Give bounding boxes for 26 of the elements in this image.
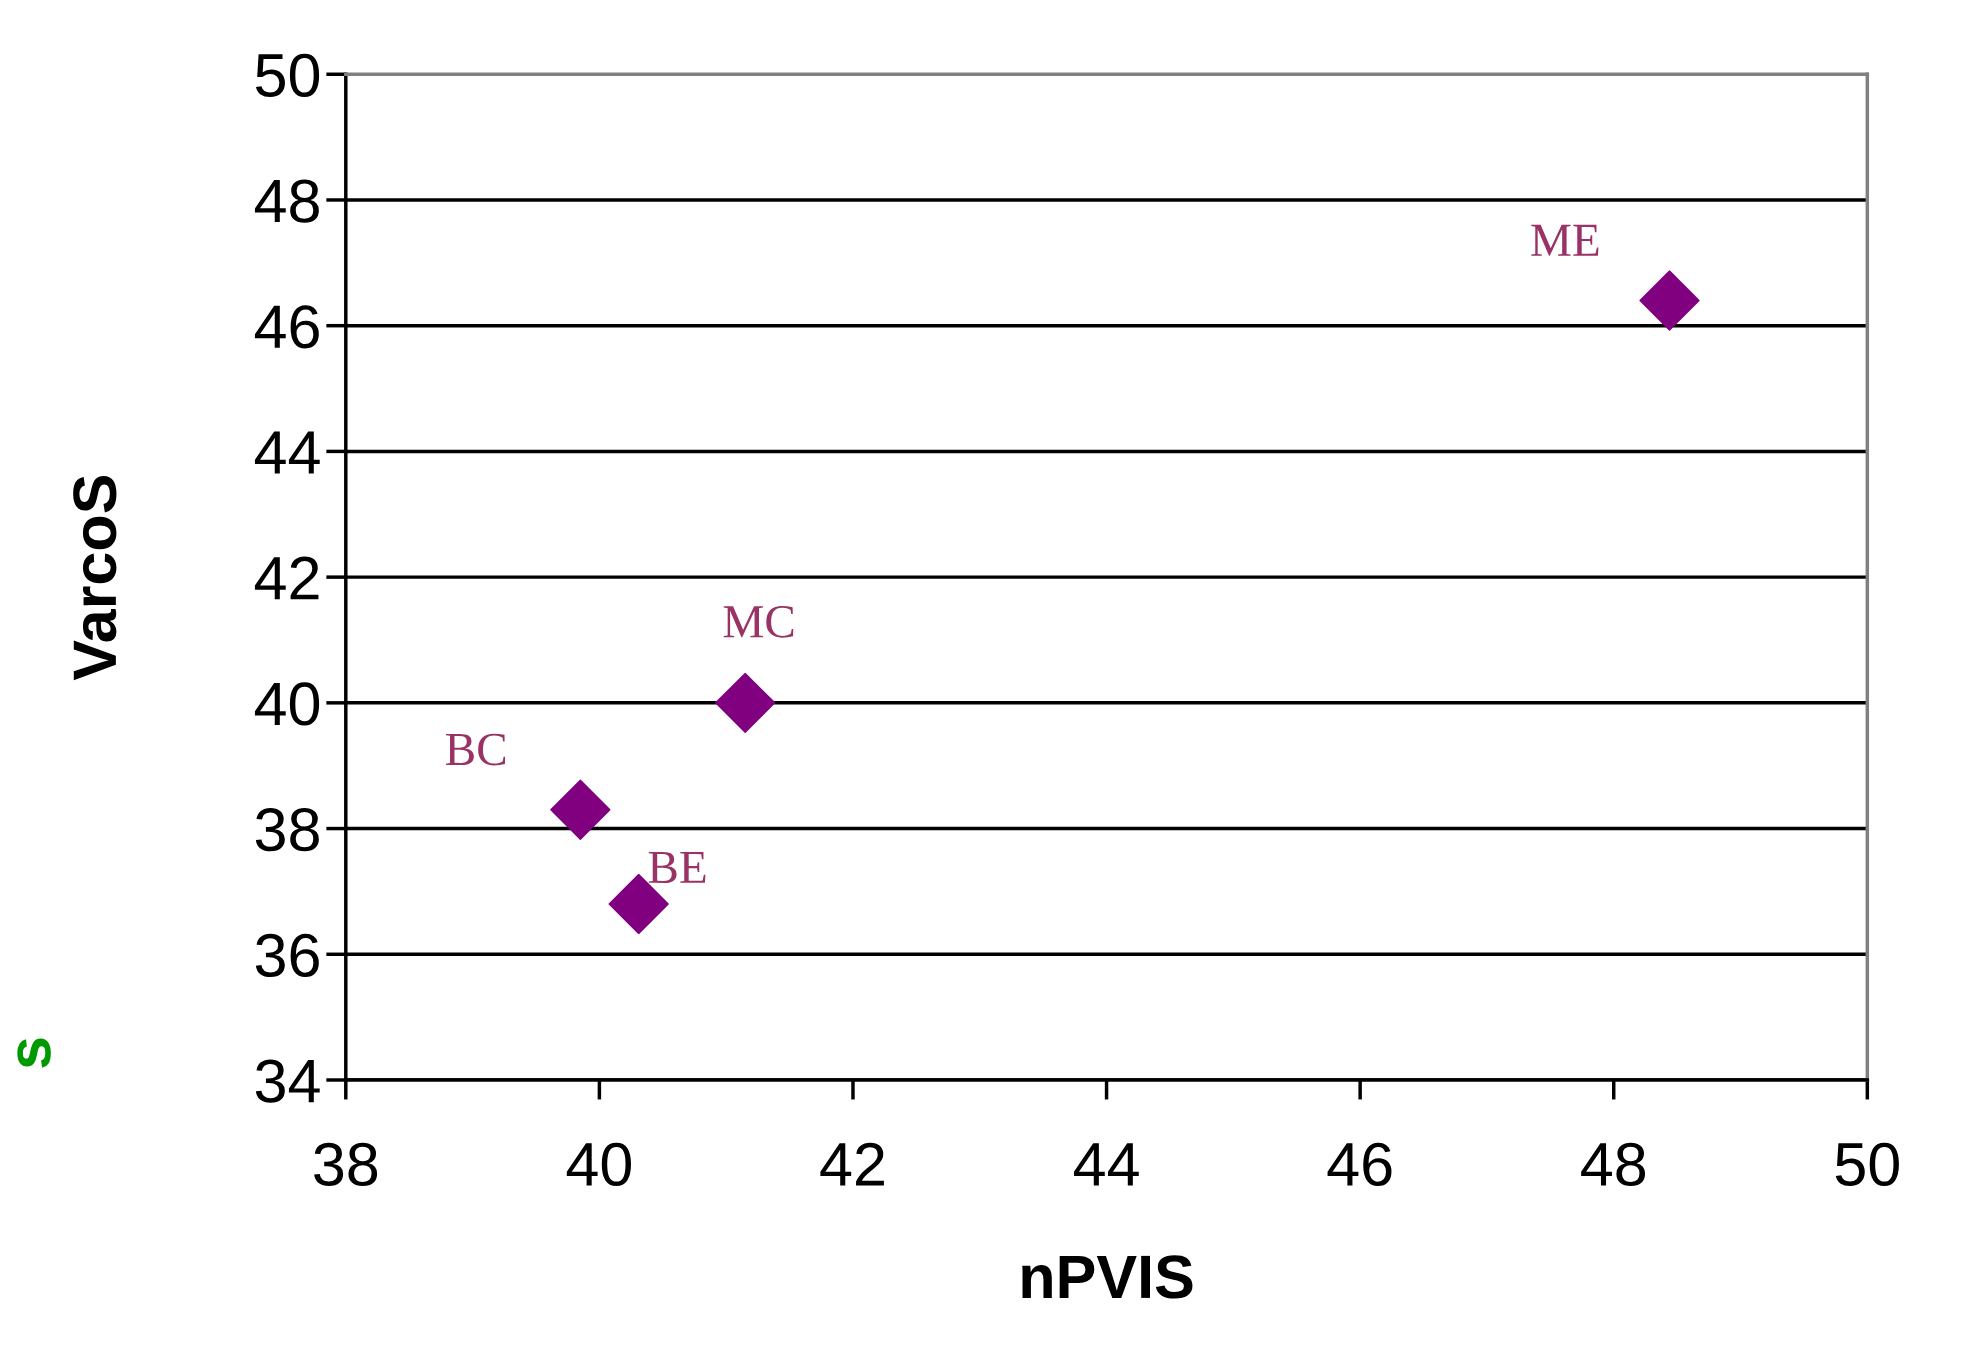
y-tick-label: 44 [254,431,320,474]
x-tick-label: 42 [820,1142,884,1186]
point [550,779,611,840]
y-tick-label: 48 [254,179,319,223]
x-tick-label: 48 [1581,1142,1646,1186]
text: BE [648,851,706,883]
point [715,672,776,734]
x-tick-label: 50 [1835,1142,1899,1186]
x-axis-title: nPVIS [1022,1255,1193,1299]
x-tick-label: 46 [1327,1142,1392,1186]
y-tick-label: 34 [255,1059,320,1103]
x-tick-label: 44 [1073,1143,1139,1186]
y-tick-label: 38 [255,808,319,852]
text: s [17,1038,51,1068]
x-tick-label: 38 [314,1142,378,1186]
y-tick-label: 46 [254,305,319,349]
x-tick-label: 40 [566,1142,631,1186]
text: BC [446,733,506,766]
point [1639,270,1700,331]
y-tick-label: 36 [255,933,319,978]
y-tick-label: 40 [254,682,320,726]
text: MC [723,605,794,638]
y-tick-label: 42 [254,556,319,600]
y-tick-label: 50 [255,53,320,97]
text: ME [1531,224,1599,256]
y-axis-title: VarcoS [73,475,117,681]
